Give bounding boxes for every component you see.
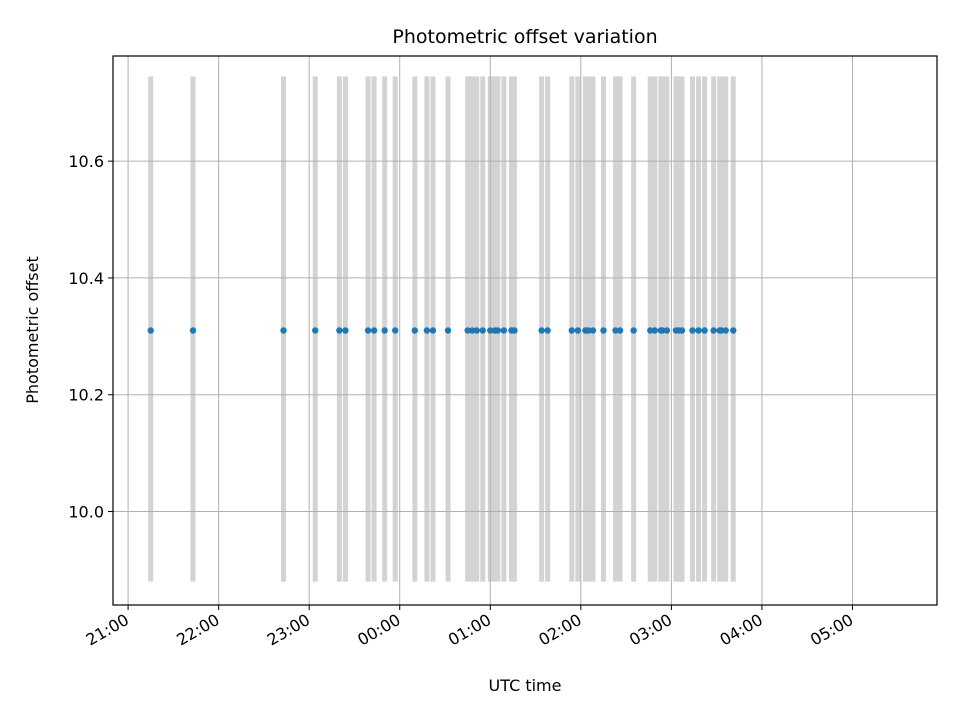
- data-point: [651, 327, 658, 334]
- data-point: [342, 327, 349, 334]
- data-point: [500, 327, 508, 334]
- data-point: [544, 327, 551, 334]
- data-point: [473, 327, 480, 334]
- data-point: [695, 327, 702, 334]
- data-point: [423, 327, 431, 334]
- data-point: [730, 327, 737, 334]
- data-point: [370, 327, 378, 334]
- data-point: [585, 327, 592, 334]
- y-tick-label: 10.2: [68, 386, 104, 405]
- data-point: [494, 327, 502, 334]
- data-point: [710, 327, 717, 334]
- data-points: [147, 327, 737, 334]
- data-point: [464, 327, 471, 334]
- data-point: [392, 327, 399, 334]
- chart-title: Photometric offset variation: [392, 26, 657, 48]
- data-point: [659, 327, 666, 334]
- y-tick-label: 10.4: [68, 269, 104, 288]
- data-point: [589, 327, 597, 334]
- data-point: [429, 327, 437, 334]
- data-point: [479, 327, 486, 334]
- x-axis-label: UTC time: [489, 676, 562, 695]
- data-point: [663, 327, 671, 334]
- data-point: [189, 327, 197, 334]
- data-point: [312, 327, 319, 334]
- data-point: [574, 327, 582, 334]
- data-point: [147, 327, 154, 334]
- data-point: [678, 327, 686, 334]
- data-point: [647, 327, 654, 334]
- data-point: [538, 327, 545, 334]
- data-point: [701, 327, 708, 334]
- data-point: [630, 327, 637, 334]
- data-point: [487, 327, 494, 334]
- data-point: [689, 327, 696, 334]
- data-point: [336, 327, 343, 334]
- data-point: [280, 327, 287, 334]
- y-tick-label: 10.0: [68, 503, 104, 522]
- data-point: [616, 327, 624, 334]
- y-axis-ticks: 10.0 10.2 10.4 10.6: [68, 152, 113, 522]
- data-point: [717, 327, 725, 334]
- data-point: [722, 327, 729, 334]
- y-axis-label: Photometric offset: [23, 256, 42, 404]
- data-point: [468, 327, 476, 334]
- data-point: [568, 327, 575, 334]
- y-tick-label: 10.6: [68, 152, 104, 171]
- data-point: [444, 327, 452, 334]
- data-point: [511, 327, 518, 334]
- plot-frame: [112, 55, 938, 606]
- data-point: [612, 327, 619, 334]
- data-point: [364, 327, 372, 334]
- data-point: [411, 327, 419, 334]
- data-point: [381, 327, 388, 334]
- data-point: [600, 327, 607, 334]
